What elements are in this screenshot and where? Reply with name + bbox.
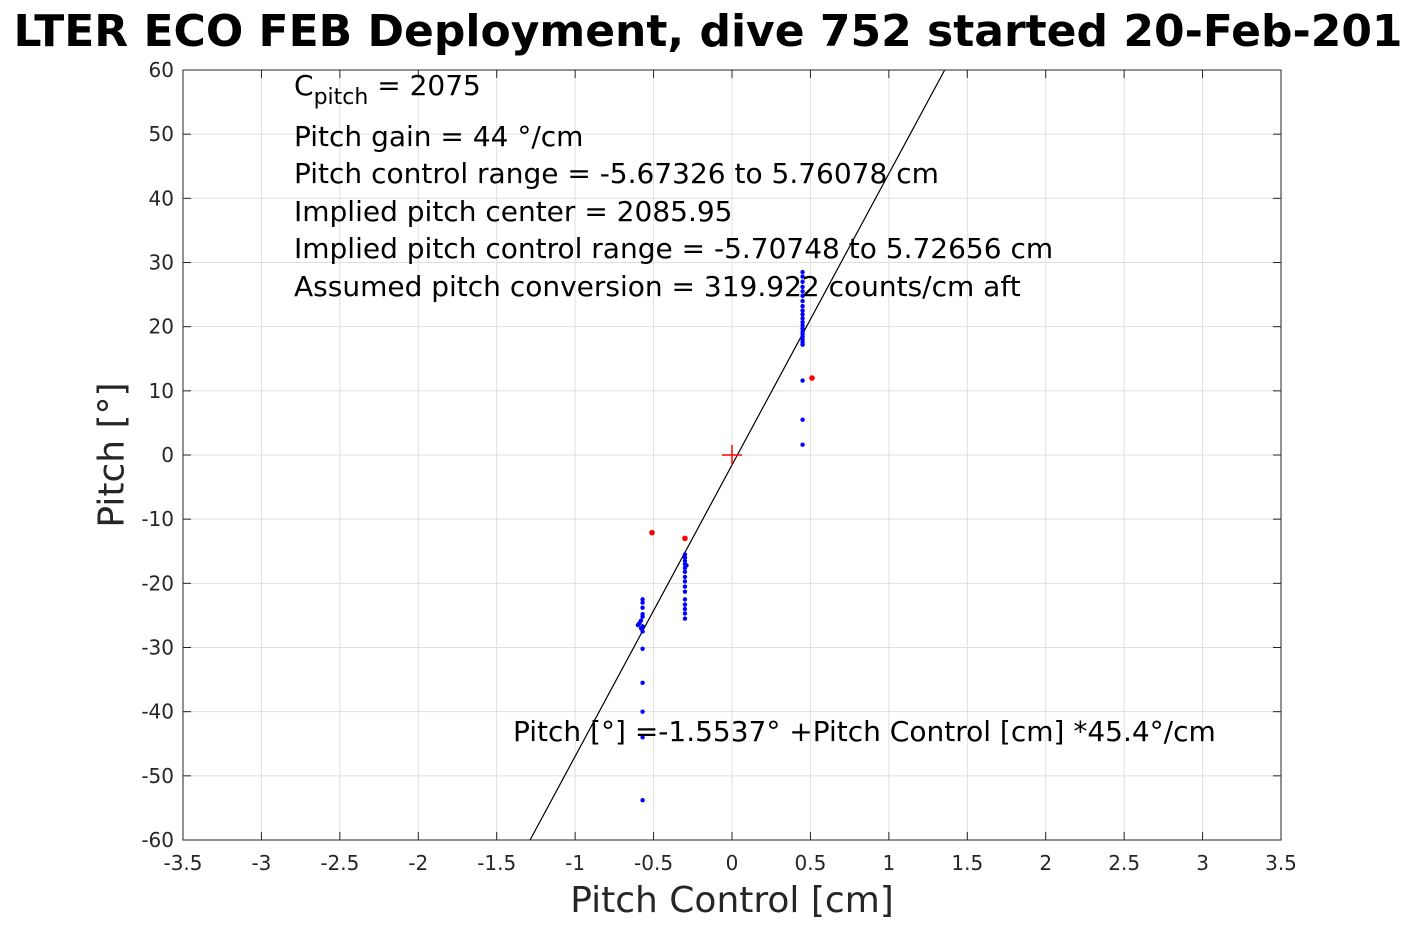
data-point-red [809,375,815,381]
center-marker [722,445,742,465]
fit-equation-annotation: Pitch [°] =-1.5537° +Pitch Control [cm] … [513,715,1216,748]
data-point-blue [800,279,805,284]
c-pitch-subscript: pitch [313,85,369,110]
data-point-blue [682,602,688,607]
implied-range-annotation: Implied pitch control range = -5.70748 t… [294,232,1054,265]
data-point-blue [800,269,805,275]
data-point-blue [682,558,688,564]
x-tick-label: 3 [1196,851,1209,875]
chart-title: LTER ECO FEB Deployment, dive 752 starte… [13,6,1403,57]
data-point-blue [800,303,805,309]
y-tick-label: -20 [141,571,174,595]
data-point-blue [640,600,645,605]
data-point-blue [640,597,645,602]
x-axis-label: Pitch Control [cm] [570,880,894,921]
data-point-blue [640,614,645,619]
data-point-blue [640,605,645,610]
data-point-blue [800,298,805,304]
x-tick-label: -1.5 [477,851,516,875]
data-point-blue [800,323,805,328]
data-point-blue [800,274,805,279]
data-point-blue [800,284,805,290]
data-point-blue [682,589,688,594]
x-tick-label: 1.5 [951,851,983,875]
x-tick-label: 2 [1039,851,1052,875]
c-pitch-value: = 2075 [368,69,481,102]
pitch-gain-annotation: Pitch gain = 44 °/cm [294,120,584,153]
data-point-blue [800,442,805,447]
x-tick-label: 2.5 [1108,851,1140,875]
data-point-blue [682,552,688,557]
c-pitch-symbol: C [294,69,314,102]
y-tick-label: -30 [141,636,174,660]
data-point-blue [640,709,645,714]
x-tick-label: 1 [882,851,895,875]
conversion-annotation: Assumed pitch conversion = 319.922 count… [294,270,1021,303]
data-point-blue [682,584,688,589]
data-point-blue [800,342,805,347]
data-point-blue [800,319,805,325]
x-tick-label: 3.5 [1265,851,1297,875]
y-axis-label: Pitch [°] [91,382,133,528]
data-point-blue [640,798,645,803]
y-tick-label: 30 [149,251,174,275]
y-tick-label: -60 [141,828,174,852]
y-tick-label: 0 [161,443,174,467]
data-point-blue [800,417,805,422]
x-tick-label: -2 [408,851,428,875]
x-tick-label: -3 [251,851,271,875]
control-range-annotation: Pitch control range = -5.67326 to 5.7607… [294,157,939,190]
data-point-blue [682,569,688,574]
data-point-blue [800,293,805,299]
data-point-blue [640,680,645,685]
y-tick-label: 60 [149,58,174,82]
y-tick-label: -50 [141,764,174,788]
data-point-blue [682,606,688,612]
data-point-blue [640,646,645,651]
data-points [635,269,815,803]
y-tick-label: -40 [141,700,174,724]
x-tick-label: 0.5 [795,851,827,875]
axis-ticks: -3.5 -3 -2.5 -2 -1.5 -1 -0.5 0 0.5 1 1.5 2 2.5 3 3.5 -6… [141,58,1297,875]
x-tick-label: 0 [726,851,739,875]
data-point-blue [800,308,805,313]
implied-center-annotation: Implied pitch center = 2085.95 [294,195,733,228]
data-point-blue [800,326,805,331]
x-tick-label: -3.5 [163,851,202,875]
data-point-blue [682,574,688,580]
x-tick-label: -2.5 [320,851,359,875]
data-point-blue [682,616,688,621]
y-tick-label: 10 [149,379,174,403]
data-point-blue [800,289,805,294]
data-point-blue [682,555,688,560]
y-tick-label: 50 [149,122,174,146]
y-tick-label: 40 [149,186,174,210]
data-point-blue [800,378,805,383]
data-point-blue [640,629,645,634]
data-point-blue [682,597,688,602]
data-point-blue [682,579,688,584]
x-tick-label: -0.5 [634,851,673,875]
x-tick-label: -1 [565,851,585,875]
data-point-blue [635,622,641,628]
data-point-blue [682,611,688,616]
data-point-red [649,529,655,536]
data-point-red [682,535,688,542]
data-point-blue [684,563,689,568]
data-point-blue [800,316,805,321]
y-tick-label: -10 [141,507,174,531]
c-pitch-annotation: Cpitch = 2075 [294,68,481,110]
y-tick-label: 20 [149,315,174,339]
data-point-blue [640,735,645,740]
data-point-blue [800,312,805,317]
